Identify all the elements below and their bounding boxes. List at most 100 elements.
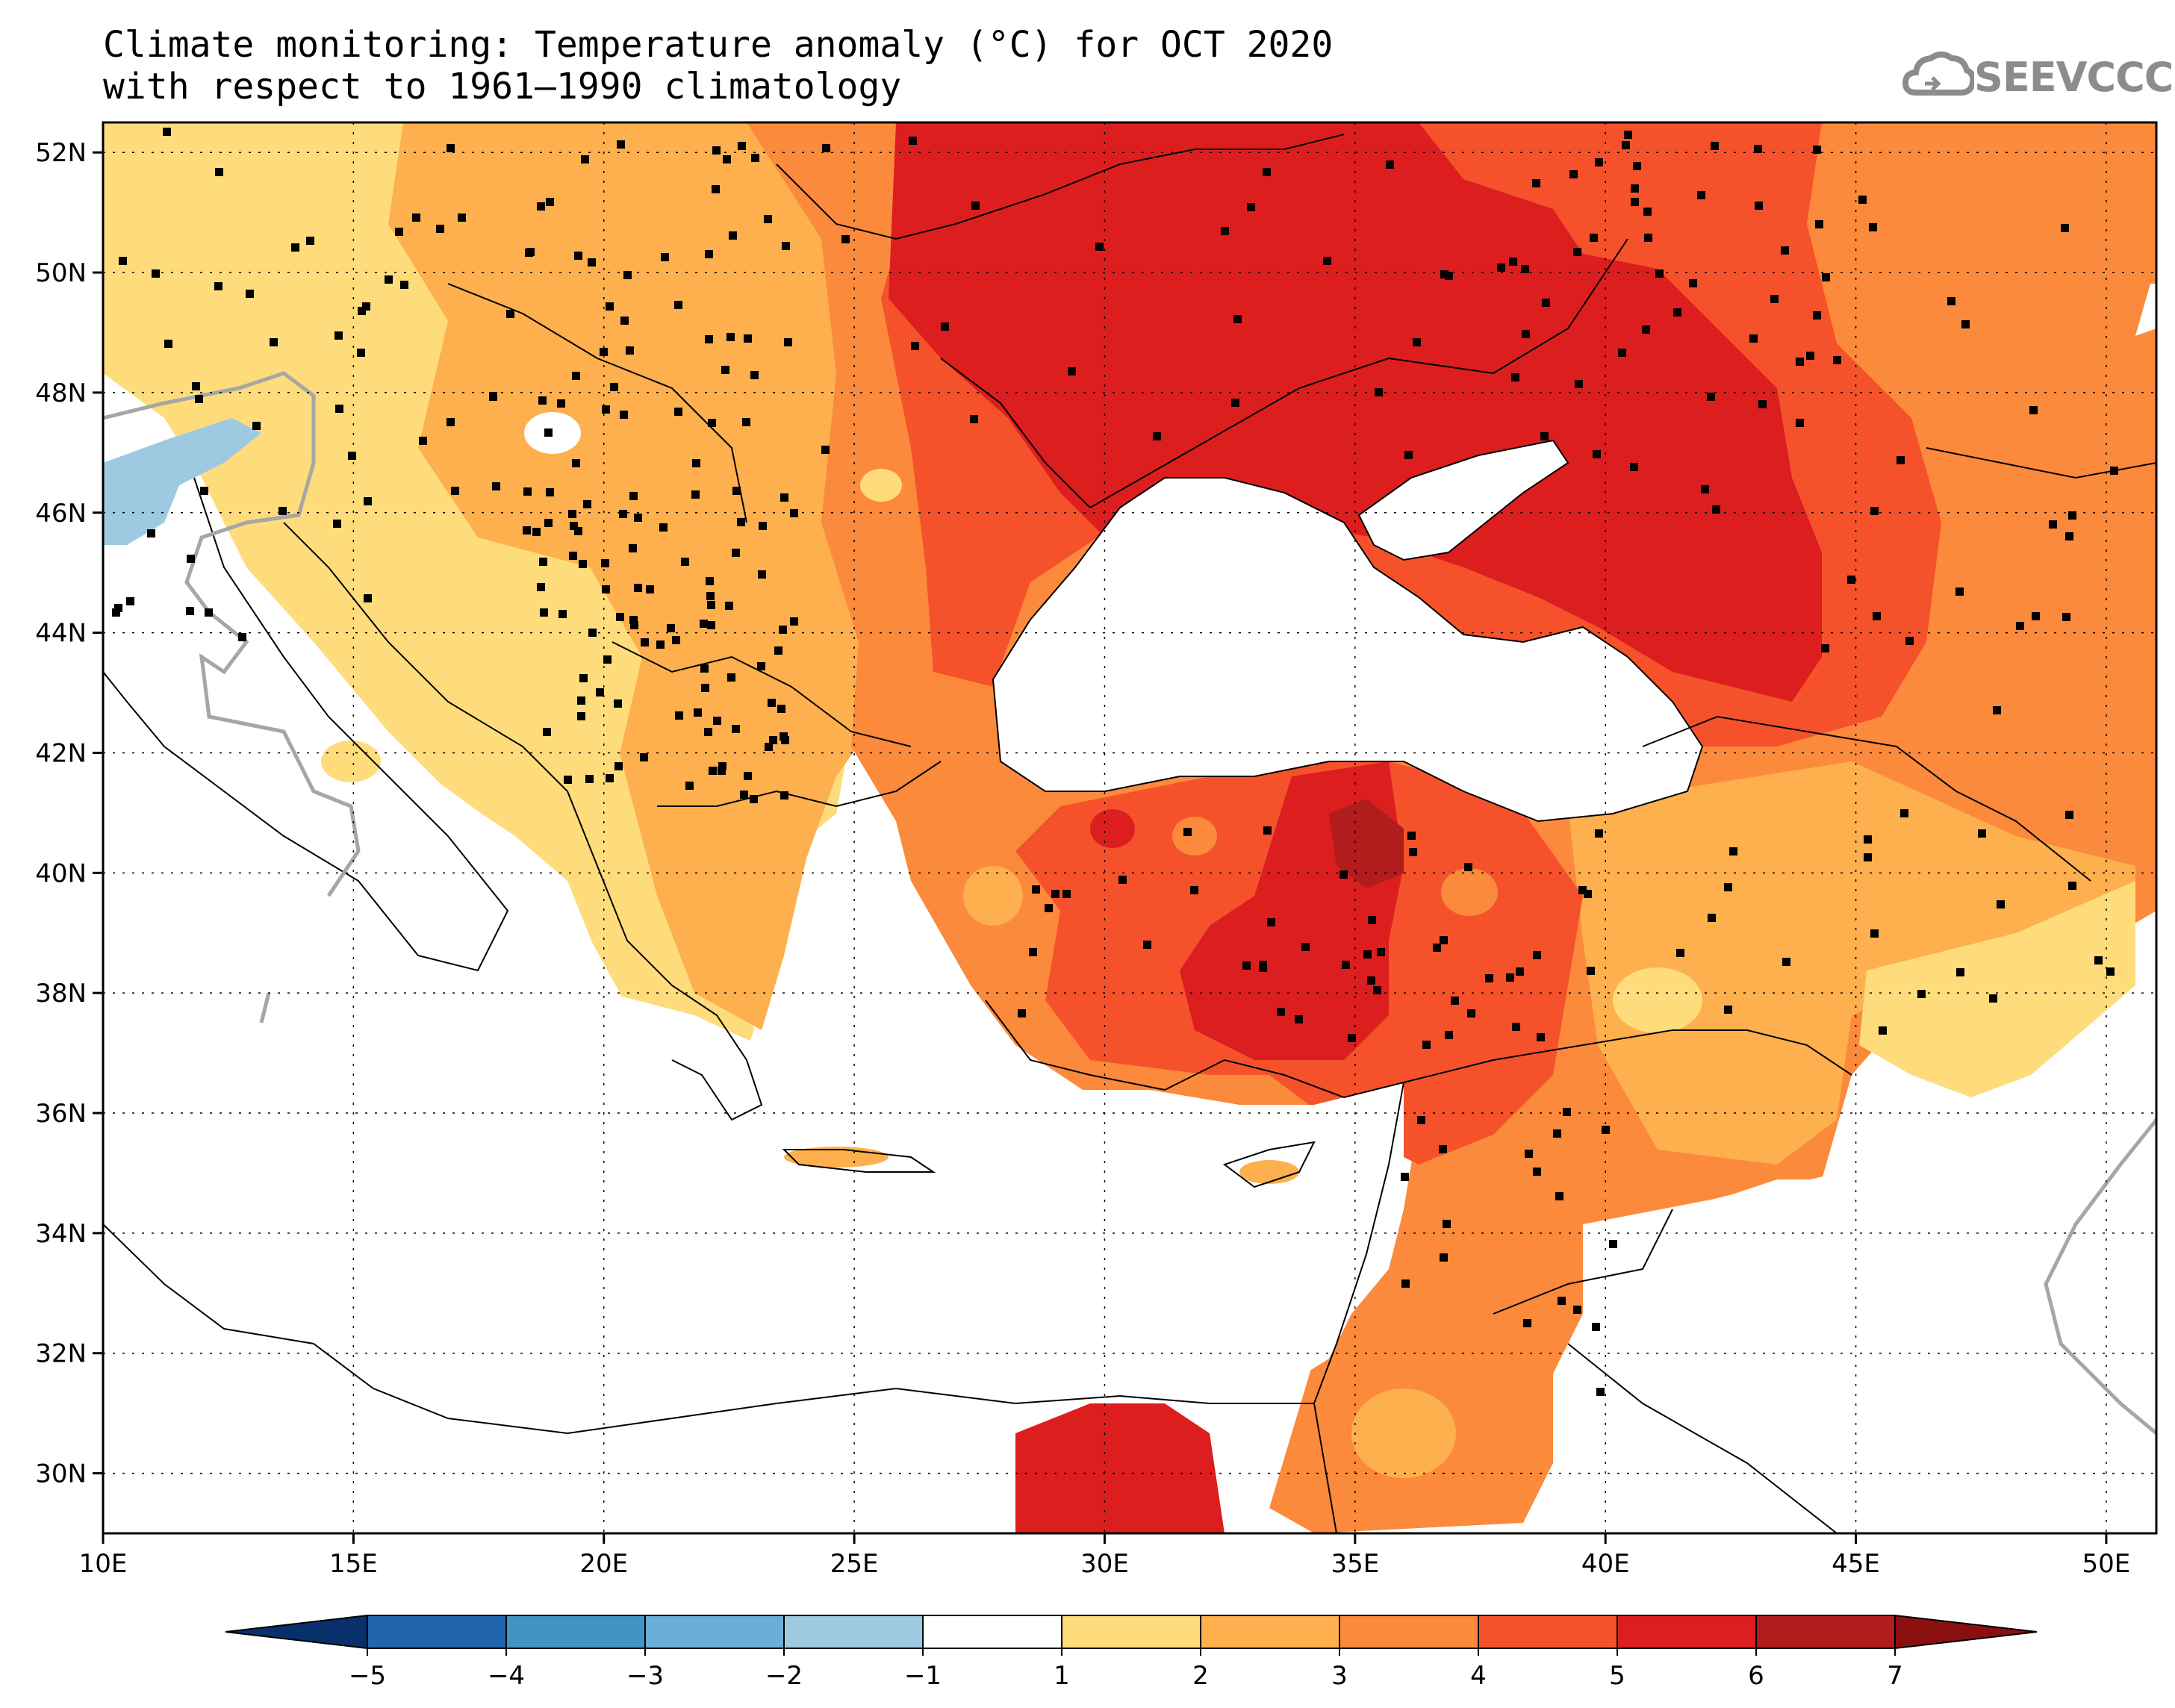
station-marker: [588, 629, 597, 637]
station-marker: [1724, 1006, 1732, 1014]
station-marker: [706, 577, 714, 585]
station-marker: [1896, 456, 1905, 464]
station-marker: [1754, 145, 1762, 153]
station-marker: [537, 202, 545, 211]
station-marker: [1643, 208, 1652, 216]
colorbar-class: [505, 1615, 646, 1649]
station-marker: [1068, 367, 1076, 375]
station-marker: [348, 452, 356, 460]
country-border: [657, 761, 942, 808]
station-marker: [1755, 202, 1763, 210]
colorbar-class: [1339, 1615, 1479, 1649]
station-marker: [600, 348, 608, 356]
station-marker: [1407, 832, 1416, 840]
station-marker: [610, 383, 618, 391]
station-marker: [1323, 257, 1331, 265]
station-marker: [1401, 1280, 1410, 1288]
longitude-label: 20E: [579, 1549, 628, 1579]
colorbar-label: 3: [1331, 1661, 1348, 1691]
latitude-label: 42N: [35, 738, 87, 768]
station-marker: [2016, 622, 2024, 630]
station-marker: [246, 290, 254, 298]
station-marker: [780, 732, 788, 741]
anomaly-spot: [1613, 967, 1702, 1033]
longitude-label: 40E: [1581, 1549, 1630, 1579]
station-marker: [765, 743, 773, 751]
station-marker: [1440, 936, 1448, 944]
station-marker: [1029, 948, 1037, 956]
italy-adriatic-unfilled: [103, 552, 597, 1030]
colorbar-label: −2: [765, 1661, 803, 1691]
station-marker: [1377, 948, 1385, 956]
station-marker: [114, 604, 122, 612]
station-marker: [1542, 299, 1550, 307]
station-marker: [617, 140, 625, 149]
station-marker: [215, 168, 223, 176]
station-marker: [606, 774, 614, 782]
longitude-label: 15E: [329, 1549, 378, 1579]
station-marker: [558, 610, 567, 618]
station-marker: [790, 617, 798, 626]
station-marker: [1633, 162, 1641, 170]
station-marker: [489, 392, 497, 400]
station-marker: [579, 674, 588, 682]
station-marker: [725, 602, 733, 610]
colorbar-class-low: [225, 1614, 368, 1650]
station-marker: [1231, 399, 1239, 407]
station-marker: [1095, 243, 1104, 251]
black-sea: [993, 478, 1702, 821]
station-marker: [616, 613, 624, 621]
station-marker: [1961, 320, 1970, 328]
station-marker: [596, 688, 604, 696]
station-marker: [446, 144, 455, 152]
station-marker: [1905, 637, 1914, 645]
station-marker: [186, 607, 194, 615]
station-marker: [1409, 848, 1417, 856]
station-marker: [2061, 224, 2069, 232]
station-marker: [909, 137, 917, 145]
longitude-labels: 10E 15E 20E 25E 30E 35E 40E 45E 50E: [79, 1549, 2131, 1579]
latitude-label: 34N: [35, 1219, 87, 1249]
station-marker: [1440, 270, 1449, 278]
station-marker: [769, 736, 777, 744]
station-marker: [1858, 196, 1867, 204]
station-marker: [1422, 1041, 1431, 1049]
station-marker: [704, 728, 712, 736]
station-marker: [570, 522, 578, 530]
station-marker: [335, 405, 343, 413]
station-marker: [1796, 419, 1804, 427]
station-marker: [1813, 311, 1821, 320]
station-marker: [700, 664, 709, 673]
station-marker: [1993, 706, 2001, 714]
station-marker: [712, 185, 720, 193]
station-marker: [1724, 883, 1732, 891]
station-marker: [2065, 532, 2073, 540]
station-marker: [1782, 958, 1790, 966]
station-marker: [357, 349, 365, 357]
colorbar-label: 4: [1470, 1661, 1487, 1691]
country-border: [776, 134, 1345, 240]
station-marker: [126, 597, 134, 605]
station-marker: [152, 269, 160, 278]
station-marker: [1555, 1192, 1563, 1200]
station-marker: [634, 514, 642, 522]
station-marker: [1521, 265, 1529, 273]
station-marker: [768, 699, 776, 707]
station-marker: [557, 399, 565, 408]
station-marker: [1295, 1015, 1303, 1023]
colorbar-class-high: [1894, 1614, 2038, 1650]
station-marker: [1701, 485, 1709, 493]
latitude-label: 40N: [35, 858, 87, 888]
station-marker: [757, 662, 765, 670]
station-marker: [782, 242, 790, 250]
station-marker: [492, 482, 500, 490]
station-marker: [705, 250, 713, 258]
station-marker: [1143, 941, 1151, 949]
station-marker: [1537, 1033, 1545, 1041]
station-marker: [727, 673, 735, 682]
station-marker: [1689, 279, 1697, 287]
station-marker: [238, 633, 246, 641]
station-marker: [538, 396, 547, 405]
station-marker: [701, 684, 709, 692]
cloud-icon: [1902, 52, 1976, 96]
